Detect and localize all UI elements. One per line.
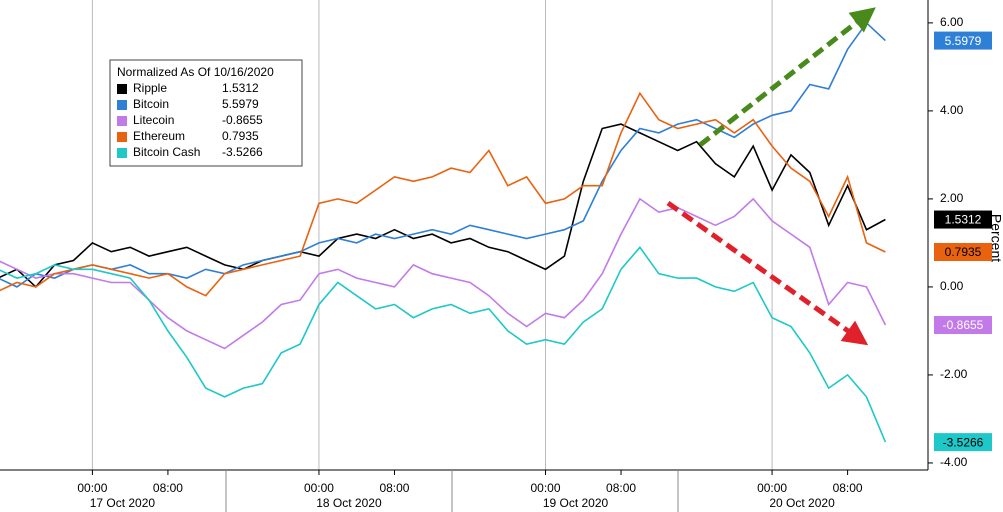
down-arrow bbox=[666, 200, 869, 346]
legend-swatch bbox=[117, 148, 127, 158]
last-value-label: -3.5266 bbox=[943, 435, 984, 449]
legend-value: -3.5266 bbox=[222, 145, 263, 159]
series-line bbox=[0, 91, 886, 297]
y-tick-label: 0.00 bbox=[940, 279, 964, 293]
last-value-tag bbox=[934, 243, 992, 262]
last-value-tag bbox=[934, 316, 992, 335]
date-label: 17 Oct 2020 bbox=[90, 496, 156, 510]
x-tick-label: 08:00 bbox=[153, 481, 183, 495]
legend-value: -0.8655 bbox=[222, 113, 263, 127]
legend: Normalized As Of 10/16/2020 bbox=[109, 59, 303, 167]
y-tick-label: -4.00 bbox=[940, 455, 968, 469]
legend-value: 1.5312 bbox=[222, 81, 259, 95]
x-tick-label: 08:00 bbox=[606, 481, 636, 495]
legend-name: Ripple bbox=[133, 81, 167, 95]
date-label: 19 Oct 2020 bbox=[543, 496, 609, 510]
x-tick-label: 00:00 bbox=[304, 481, 334, 495]
x-tick-label: 08:00 bbox=[833, 481, 863, 495]
last-value-tag bbox=[934, 31, 992, 50]
last-value-label: 1.5312 bbox=[945, 213, 982, 227]
series-line bbox=[0, 123, 886, 289]
legend-swatch bbox=[117, 100, 127, 110]
last-value-label: -0.8655 bbox=[943, 318, 984, 332]
legend-swatch bbox=[117, 132, 127, 142]
legend-value: 5.5979 bbox=[222, 97, 259, 111]
last-value-tags: 1.5312 5.5979 -0.8655 0.7935 -3.5266 bbox=[934, 31, 992, 452]
legend-swatch bbox=[117, 84, 127, 94]
y-tick-label: 6.00 bbox=[940, 15, 964, 29]
y-tick-label: 2.00 bbox=[940, 191, 964, 205]
y-tick-label: 4.00 bbox=[940, 103, 964, 117]
legend-swatch bbox=[117, 116, 127, 126]
series-line bbox=[0, 21, 886, 288]
legend-name: Litecoin bbox=[133, 113, 174, 127]
last-value-label: 5.5979 bbox=[945, 34, 982, 48]
legend-box bbox=[109, 59, 303, 167]
date-label: 20 Oct 2020 bbox=[769, 496, 835, 510]
legend-value: 0.7935 bbox=[222, 129, 259, 143]
series-line bbox=[0, 246, 887, 443]
last-value-label: 0.7935 bbox=[945, 245, 982, 259]
x-tick-label: 00:00 bbox=[757, 481, 787, 495]
legend-items: Ripple 1.5312 Bitcoin 5.5979 Litecoin -0.8655… bbox=[117, 81, 263, 159]
last-value-tag bbox=[934, 433, 992, 452]
y-tick-label: -2.00 bbox=[940, 367, 968, 381]
legend-title: Normalized As Of 10/16/2020 bbox=[117, 65, 274, 79]
x-tick-label: 00:00 bbox=[531, 481, 561, 495]
legend-name: Ethereum bbox=[133, 129, 185, 143]
date-label: 18 Oct 2020 bbox=[316, 496, 382, 510]
last-value-tag bbox=[934, 210, 992, 229]
x-tick-label: 00:00 bbox=[77, 481, 107, 495]
plot-area bbox=[0, 21, 887, 443]
grid bbox=[91, 0, 773, 470]
x-tick-label: 08:00 bbox=[379, 481, 409, 495]
legend-name: Bitcoin bbox=[133, 97, 169, 111]
legend-name: Bitcoin Cash bbox=[133, 145, 200, 159]
